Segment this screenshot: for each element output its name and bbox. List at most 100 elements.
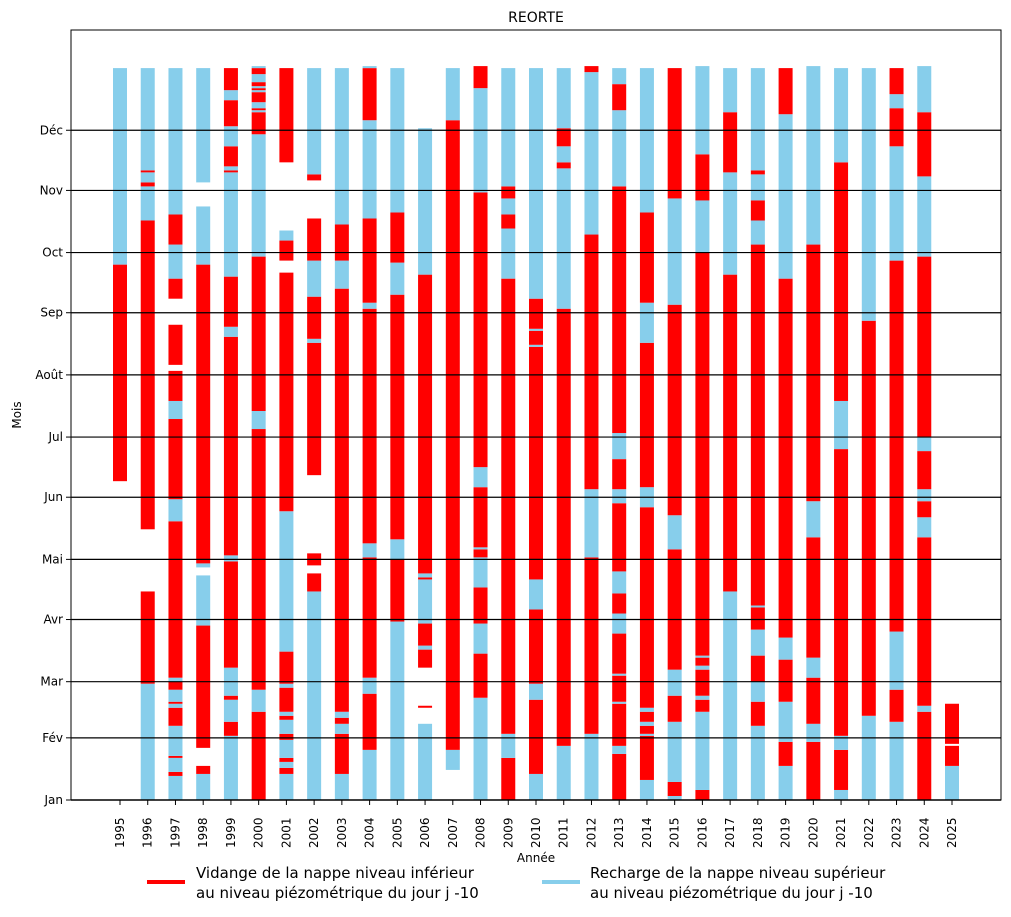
- bar-segment-recharge-2001: [279, 511, 294, 652]
- bar-segment-recharge-2015: [667, 198, 682, 305]
- bar-segment-recharge-2019: [778, 114, 793, 279]
- bar-segment-recharge-2020: [806, 657, 821, 678]
- bar-segment-vidange-2021: [834, 749, 849, 790]
- bar-segment-vidange-2015: [667, 304, 682, 516]
- y-tick-label: Août: [35, 368, 63, 382]
- bar-segment-vidange-2011: [556, 162, 571, 169]
- bar-segment-recharge-2003: [334, 723, 349, 734]
- bar-segment-recharge-2000: [251, 90, 266, 93]
- bar-segment-recharge-2021: [834, 735, 849, 750]
- bar-segment-recharge-1997: [168, 400, 183, 420]
- x-tick-label: 2007: [446, 817, 460, 848]
- bar-segment-vidange-2014: [639, 711, 654, 722]
- bar-segment-vidange-2013: [612, 593, 627, 614]
- bar-segment-vidange-2013: [612, 84, 627, 111]
- bar-segment-vidange-2020: [806, 741, 821, 800]
- bar-segment-recharge-2019: [778, 637, 793, 660]
- y-tick-label: Jul: [48, 430, 63, 444]
- bar-segment-vidange-2004: [362, 218, 377, 303]
- y-tick-label: Sep: [40, 306, 63, 320]
- bar-segment-vidange-2013: [612, 633, 627, 674]
- bar-segment-vidange-2008: [473, 587, 488, 624]
- bar-segment-recharge-1998: [196, 563, 211, 568]
- bar-segment-recharge-1999: [223, 166, 238, 171]
- x-tick-label: 2001: [279, 817, 293, 848]
- x-tick-label: 2016: [695, 817, 709, 848]
- bar-segment-vidange-2000: [251, 256, 266, 411]
- bar-segment-recharge-2002: [307, 338, 322, 343]
- y-tick-label: Déc: [40, 123, 63, 137]
- x-tick-label: 2012: [584, 817, 598, 848]
- bar-segment-vidange-2009: [501, 214, 516, 229]
- bar-segment-recharge-1998: [196, 575, 211, 626]
- bar-segment-recharge-1997: [168, 677, 183, 682]
- bar-segment-recharge-2023: [889, 94, 904, 109]
- bar-segment-recharge-2015: [667, 795, 682, 800]
- bar-segment-recharge-2007: [445, 749, 460, 770]
- chart-title: REORTE: [508, 10, 564, 26]
- bar-segment-vidange-2001: [279, 272, 294, 512]
- bar-segment-vidange-1997: [168, 681, 183, 690]
- bar-segment-vidange-1999: [223, 721, 238, 736]
- bar-segment-vidange-2019: [778, 659, 793, 702]
- bar-segment-recharge-2008: [473, 623, 488, 654]
- x-tick-label: 1995: [113, 817, 127, 848]
- bar-segment-recharge-2004: [362, 66, 377, 69]
- bar-segment-recharge-2018: [750, 174, 765, 201]
- bar-segment-recharge-1997: [168, 689, 183, 702]
- bar-segment-recharge-2007: [445, 68, 460, 121]
- bar-segment-recharge-2009: [501, 228, 516, 279]
- bar-segment-recharge-2024: [917, 489, 932, 502]
- bar-segment-recharge-1996: [140, 683, 155, 800]
- bar-segment-vidange-2016: [695, 789, 710, 800]
- bar-segment-vidange-1997: [168, 214, 183, 245]
- bar-segment-vidange-2025: [945, 703, 959, 744]
- bar-segment-recharge-2014: [639, 302, 654, 343]
- bar-segment-vidange-2018: [750, 655, 765, 682]
- bar-segment-recharge-2017: [723, 68, 738, 113]
- bar-segment-recharge-2003: [334, 711, 349, 718]
- bar-segment-vidange-1997: [168, 755, 183, 758]
- y-tick-label: Fév: [42, 731, 63, 745]
- bar-segment-vidange-1997: [168, 370, 183, 401]
- bar-segment-recharge-2011: [556, 146, 571, 163]
- bar-segment-recharge-2014: [639, 707, 654, 712]
- bar-segment-vidange-2014: [639, 212, 654, 303]
- bar-segment-vidange-2018: [750, 701, 765, 726]
- bar-segment-vidange-2006: [418, 649, 433, 668]
- bar-segment-vidange-2006: [418, 623, 433, 646]
- bar-segment-vidange-2025: [945, 745, 959, 766]
- x-tick-label: 2021: [834, 817, 848, 848]
- bar-segment-recharge-2013: [612, 571, 627, 594]
- bar-segment-vidange-2021: [834, 449, 849, 736]
- legend: Vidange de la nappe niveau inférieur au …: [147, 864, 886, 902]
- y-tick-label: Nov: [40, 183, 63, 197]
- x-tick-label: 2024: [917, 817, 931, 848]
- bar-segment-recharge-2010: [529, 773, 543, 800]
- bar-segment-recharge-2011: [556, 745, 571, 800]
- bar-segment-vidange-2002: [307, 218, 322, 261]
- bar-segment-recharge-2018: [750, 681, 765, 702]
- bar-segment-vidange-2016: [695, 252, 710, 656]
- bar-segment-recharge-2015: [667, 669, 682, 696]
- bar-segment-recharge-2013: [612, 673, 627, 676]
- bar-segment-vidange-2001: [279, 68, 294, 163]
- x-tick-label: 2009: [501, 817, 515, 848]
- bar-segment-recharge-2008: [473, 467, 488, 488]
- bar-segment-recharge-2017: [723, 172, 738, 275]
- bar-segment-recharge-1997: [168, 775, 183, 800]
- bar-segment-recharge-2014: [639, 779, 654, 800]
- bar-segment-vidange-1999: [223, 68, 238, 91]
- bar-segment-vidange-2000: [251, 92, 266, 103]
- bar-segment-recharge-1997: [168, 725, 183, 756]
- bar-segment-recharge-2019: [778, 765, 793, 800]
- bar-segment-vidange-2019: [778, 278, 793, 638]
- bar-segment-recharge-2006: [418, 579, 433, 624]
- bars-layer: [113, 66, 959, 800]
- bar-segment-vidange-2004: [362, 68, 377, 121]
- bar-segment-vidange-1999: [223, 100, 238, 127]
- bar-segment-recharge-2013: [612, 110, 627, 187]
- bar-segment-recharge-2020: [806, 723, 821, 742]
- bar-segment-vidange-2017: [723, 112, 738, 173]
